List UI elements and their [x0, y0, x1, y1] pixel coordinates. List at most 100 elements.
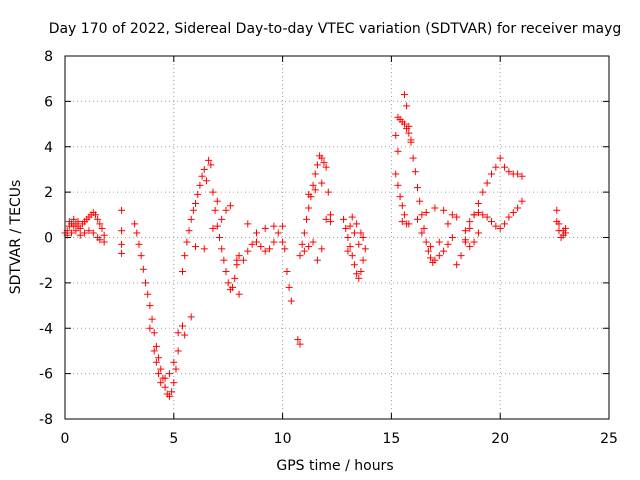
data-point-seg6 [414, 184, 422, 192]
data-point-seg6 [440, 206, 448, 214]
data-point-seg5 [344, 247, 352, 255]
data-point-seg3 [229, 283, 237, 291]
data-point-seg3 [274, 229, 282, 237]
data-point-seg3 [220, 256, 228, 264]
data-point-seg4 [322, 163, 330, 171]
data-point-seg4 [303, 215, 311, 223]
data-point-seg6 [416, 197, 424, 205]
data-point-seg3 [279, 238, 287, 246]
data-point-seg3 [215, 234, 223, 241]
data-point-seg5 [355, 240, 363, 248]
data-point-seg4 [318, 179, 326, 187]
data-point-seg6 [501, 163, 509, 171]
data-point-seg5 [350, 229, 358, 237]
data-point-seg6 [492, 222, 500, 230]
data-point-seg6 [470, 238, 478, 246]
data-point-seg6 [501, 220, 509, 228]
data-point-seg5 [340, 215, 348, 223]
data-point-seg6 [487, 218, 495, 226]
data-point-seg3 [281, 245, 289, 253]
data-point-seg4 [300, 247, 308, 255]
data-point-seg6 [400, 211, 408, 219]
data-point-seg6 [487, 170, 495, 178]
data-point-seg6 [474, 229, 482, 237]
data-point-seg6 [394, 147, 402, 155]
data-point-seg6 [435, 238, 443, 246]
grid [65, 56, 609, 419]
data-point-seg1 [74, 218, 82, 226]
data-point-seg3 [279, 222, 287, 230]
axis-ticks: 0 5 10 15 20 25 -8 -6 -4 -2 0 2 4 6 8 [39, 49, 618, 447]
data-point-seg3 [252, 229, 260, 237]
y-axis-label: SDTVAR / TECUs [8, 180, 24, 295]
data-point-seg6 [398, 202, 406, 210]
data-point-seg6 [496, 224, 504, 232]
data-point-seg6 [448, 211, 456, 219]
x-tick-label: 0 [61, 431, 70, 447]
data-point-seg6 [514, 204, 522, 212]
data-point-seg2 [181, 331, 189, 339]
data-point-seg5 [359, 234, 367, 241]
data-point-seg2 [150, 347, 158, 355]
data-point-seg2 [148, 315, 156, 323]
data-point-seg3 [200, 245, 208, 253]
x-tick-label: 5 [169, 431, 178, 447]
y-tick-label: 2 [44, 185, 53, 201]
data-point-seg6 [405, 122, 413, 130]
data-point-seg1 [100, 231, 108, 239]
data-point-seg3 [213, 222, 221, 230]
data-point-seg3 [209, 224, 217, 232]
data-point-seg2 [152, 358, 160, 366]
data-point-seg6 [422, 209, 430, 217]
x-tick-label: 15 [382, 431, 400, 447]
data-point-seg3 [231, 274, 239, 282]
data-point-seg6 [392, 131, 400, 139]
data-point-seg6 [427, 254, 435, 262]
y-tick-label: 8 [44, 49, 53, 65]
data-point-seg4 [311, 186, 319, 194]
data-point-seg6 [474, 209, 482, 217]
y-tick-label: -4 [39, 321, 53, 337]
data-point-seg6 [444, 220, 452, 228]
data-point-seg7 [561, 229, 569, 237]
data-point-seg3 [179, 268, 187, 276]
data-point-seg2 [161, 383, 169, 391]
data-point-seg2 [174, 347, 182, 355]
data-point-seg2 [137, 252, 145, 260]
data-point-seg6 [492, 163, 500, 171]
data-point-seg6 [420, 224, 428, 232]
data-point-seg5 [357, 268, 365, 276]
y-tick-label: -6 [39, 367, 53, 383]
data-point-seg3 [207, 161, 215, 169]
data-point-seg3 [244, 247, 252, 255]
data-point-seg2 [139, 265, 147, 273]
data-point-seg2 [133, 229, 141, 237]
data-point-seg2 [155, 370, 163, 378]
data-point-seg6 [409, 154, 417, 162]
data-point-seg4 [318, 245, 326, 253]
data-point-seg2 [146, 324, 154, 332]
data-point-seg4 [294, 336, 302, 344]
data-point-seg6 [396, 193, 404, 201]
data-point-seg6 [405, 220, 413, 228]
data-point-seg2 [146, 302, 154, 310]
data-point-seg6 [431, 256, 439, 264]
data-point-seg6 [479, 211, 487, 219]
data-point-seg3 [189, 206, 197, 214]
data-point-seg6 [392, 170, 400, 178]
data-point-seg2 [155, 354, 163, 362]
data-point-seg2 [118, 240, 126, 248]
y-tick-label: -8 [39, 412, 53, 428]
data-point-seg3 [244, 220, 252, 228]
data-point-seg4 [313, 256, 321, 264]
data-point-seg3 [218, 215, 226, 223]
data-point-seg4 [311, 170, 319, 178]
data-point-seg2 [168, 388, 176, 396]
data-point-seg7 [555, 220, 563, 228]
data-point-seg5 [348, 252, 356, 260]
data-point-seg3 [261, 224, 269, 232]
data-point-seg4 [313, 161, 321, 169]
data-point-seg3 [218, 245, 226, 253]
data-point-seg4 [305, 243, 313, 251]
